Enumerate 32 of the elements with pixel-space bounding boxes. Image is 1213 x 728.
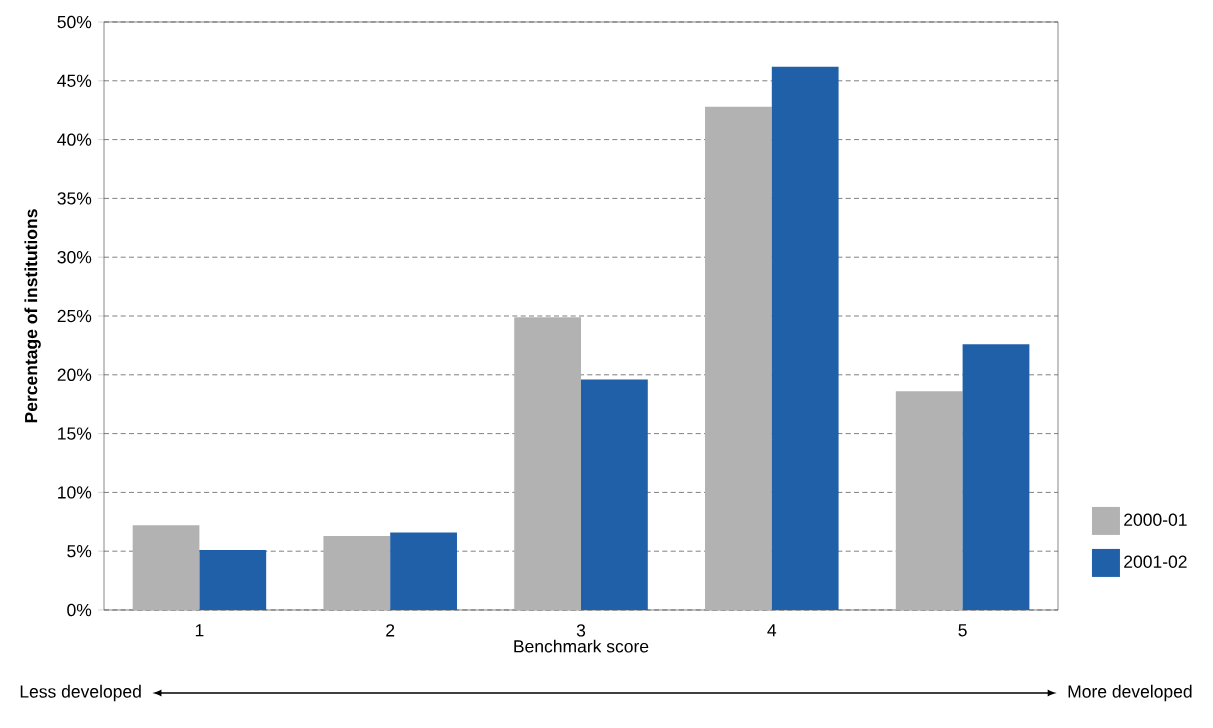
y-tick-label: 0% — [67, 603, 92, 617]
y-tick-label: 20% — [57, 368, 92, 382]
bar — [895, 391, 963, 610]
y-tick-label: 40% — [57, 133, 92, 146]
y-tick-label: 50% — [57, 15, 92, 29]
x-tick-label: 5 — [958, 624, 967, 637]
bar — [962, 344, 1030, 610]
y-tick-label: 25% — [57, 309, 92, 323]
bar — [132, 525, 200, 610]
x-axis-title: Benchmark score — [514, 639, 649, 653]
bar — [323, 535, 391, 610]
y-tick-label: 35% — [57, 192, 92, 205]
legend-label: 2001-02 — [1124, 555, 1187, 568]
bar — [390, 532, 457, 610]
y-tick-label: 5% — [67, 545, 92, 558]
legend-label: 2000-01 — [1124, 513, 1187, 526]
x-tick-label: 1 — [195, 624, 204, 637]
bar — [581, 379, 648, 610]
bar — [514, 317, 582, 610]
x-tick-label: 4 — [767, 624, 777, 637]
y-tick-label: 45% — [57, 74, 92, 87]
x-tick-label: 3 — [576, 624, 586, 637]
text: More developed — [1068, 684, 1192, 702]
bar — [705, 106, 772, 610]
bar — [771, 66, 839, 610]
bar — [199, 550, 267, 610]
y-tick-label: 10% — [58, 486, 92, 499]
y-axis-title: Percentage of institutions — [24, 209, 41, 423]
y-tick-label: 30% — [57, 251, 92, 264]
x-tick-label: 2 — [386, 624, 395, 637]
text: Less developed — [20, 684, 141, 702]
y-tick-label: 15% — [58, 427, 92, 440]
